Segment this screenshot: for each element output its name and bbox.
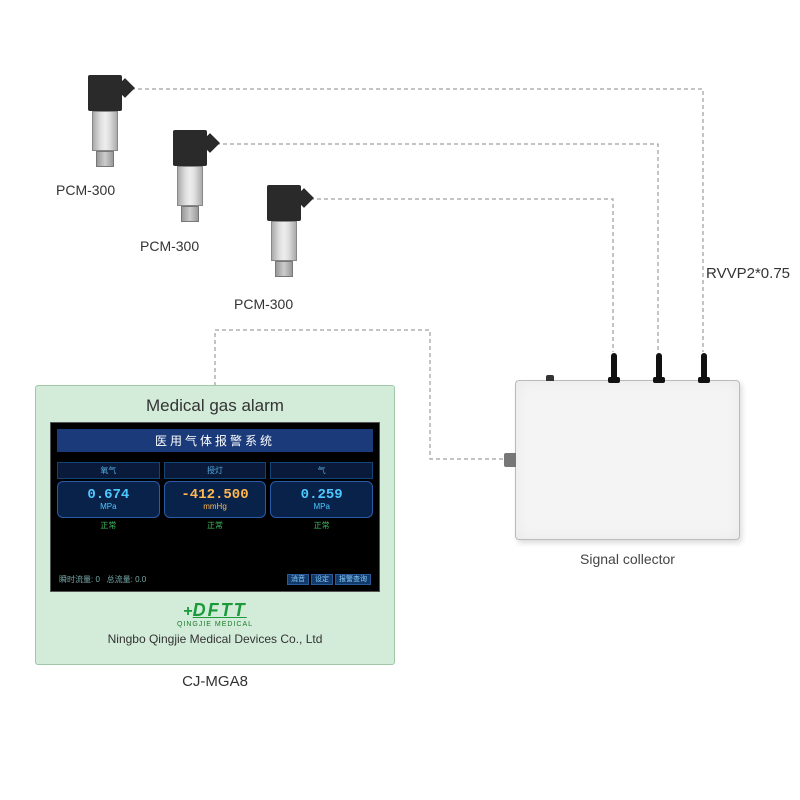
signal-collector: Signal collector [515,380,740,540]
cable-spec-label: RVVP2*0.75 [706,265,790,282]
gauge: 氧气0.674MPa正常 [57,462,160,531]
screen-button: 设定 [311,574,333,585]
panel-model-label: CJ-MGA8 [36,673,394,690]
screen-buttons: 消音设定报警查询 [285,574,371,585]
collector-antenna [656,353,662,381]
gauge-row: 氧气0.674MPa正常授灯-412.500mmHg正常气0.259MPa正常 [57,462,373,531]
screen-bottom-bar: 瞬时流量: 0 总流量: 0.0 消音设定报警查询 [57,572,373,587]
sensor-label: PCM-300 [140,238,199,254]
flow-readout: 瞬时流量: 0 总流量: 0.0 [59,574,146,585]
collector-antenna [611,353,617,381]
panel-screen: 医用气体报警系统 氧气0.674MPa正常授灯-412.500mmHg正常气0.… [50,422,380,592]
sensor-label: PCM-300 [234,296,293,312]
screen-button: 消音 [287,574,309,585]
gauge: 气0.259MPa正常 [270,462,373,531]
pressure-sensor [85,75,125,170]
pressure-sensor [264,185,304,280]
sensor-label: PCM-300 [56,182,115,198]
pressure-sensor [170,130,210,225]
brand-block: +DFTT QINGJIE MEDICAL [50,600,380,628]
collector-label: Signal collector [516,551,739,567]
brand-logo: DFTT [193,600,247,620]
collector-side-port [504,453,516,467]
screen-button: 报警查询 [335,574,371,585]
gauge: 授灯-412.500mmHg正常 [164,462,267,531]
company-name: Ningbo Qingjie Medical Devices Co., Ltd [50,632,380,646]
alarm-panel: Medical gas alarm 医用气体报警系统 氧气0.674MPa正常授… [35,385,395,665]
panel-title: Medical gas alarm [50,396,380,416]
brand-subtitle: QINGJIE MEDICAL [50,621,380,628]
collector-small-port [546,375,554,381]
screen-header: 医用气体报警系统 [57,429,373,452]
collector-antenna [701,353,707,381]
